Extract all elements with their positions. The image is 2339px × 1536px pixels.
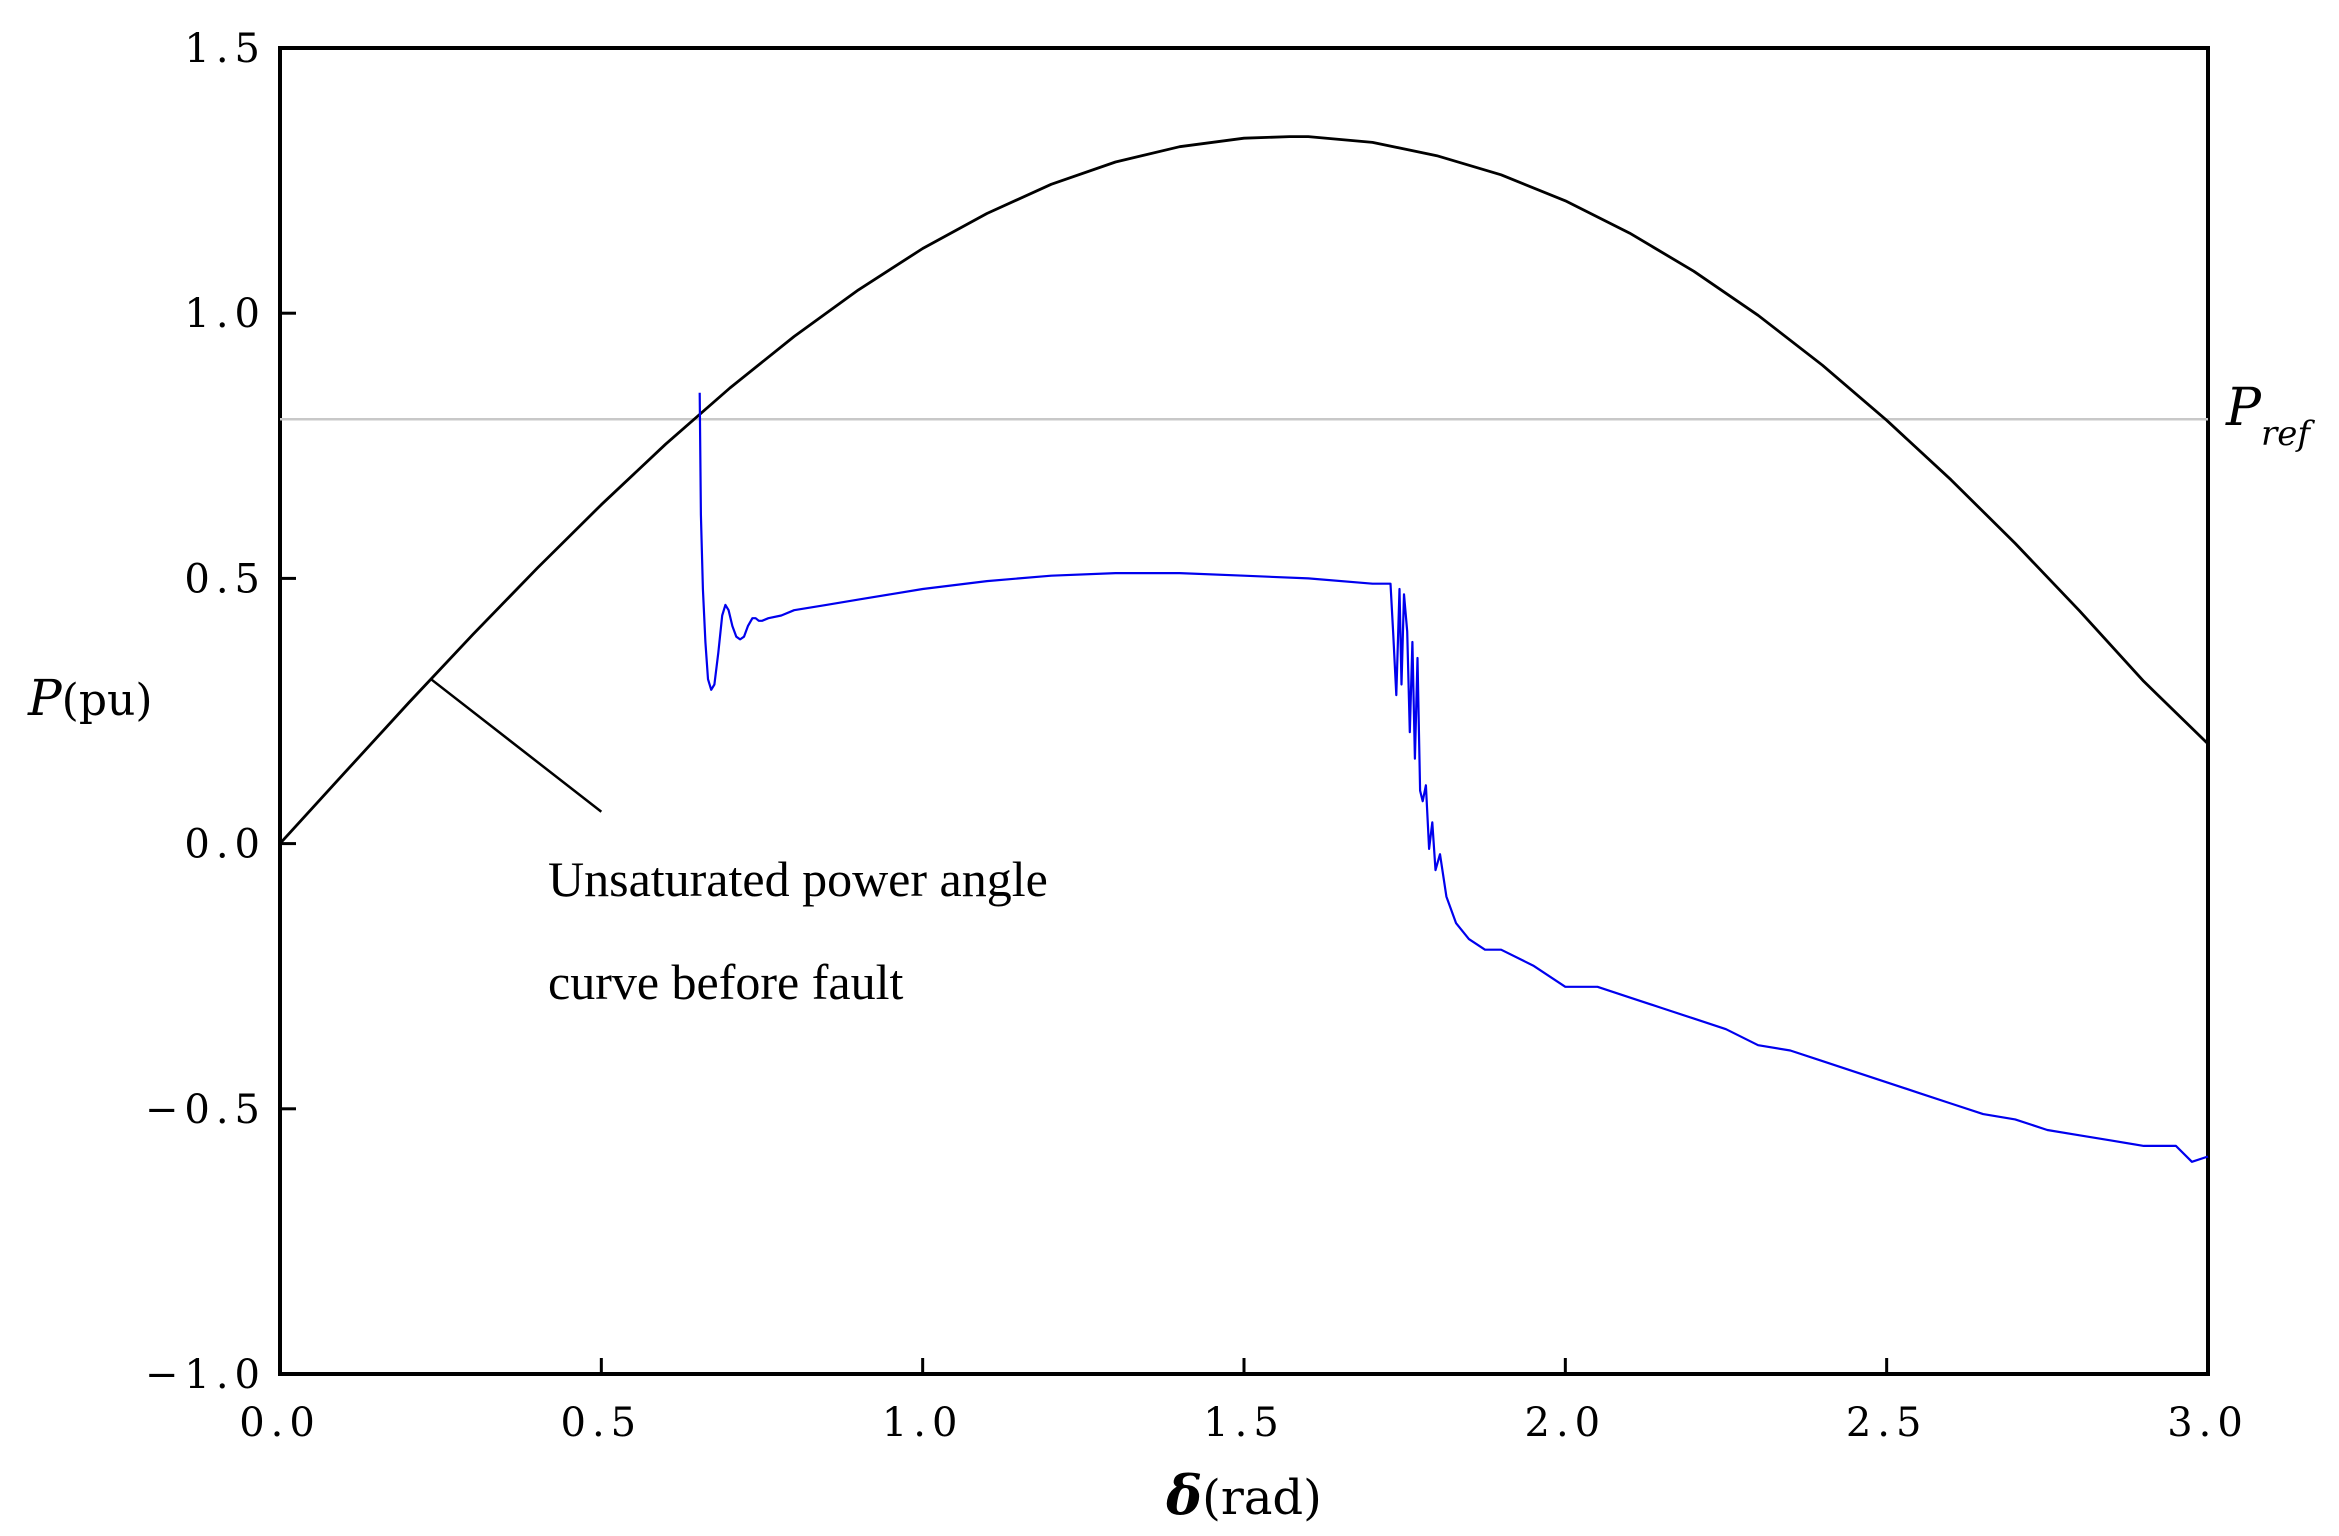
pref-label-sub: ref	[2261, 414, 2315, 454]
pref-label-main: P	[2225, 378, 2262, 438]
y-axis-label: P(pu)	[27, 669, 153, 727]
x-tick-label: 1.0	[882, 1400, 964, 1446]
y-tick-label: 0.0	[184, 822, 266, 868]
y-axis-symbol: P	[27, 669, 63, 727]
x-axis-unit: (rad)	[1202, 1470, 1322, 1526]
y-tick-label: −1.0	[145, 1352, 266, 1398]
x-axis-symbol: δ	[1165, 1463, 1202, 1527]
x-tick-label: 1.5	[1203, 1400, 1285, 1446]
y-tick-label: 1.0	[184, 291, 266, 337]
annotation-line-2: curve before fault	[548, 954, 903, 1010]
y-tick-label: 0.5	[184, 556, 266, 602]
x-tick-label: 3.0	[2167, 1400, 2249, 1446]
x-axis-label: δ(rad)	[1165, 1463, 1322, 1527]
series-line-0	[278, 135, 2209, 845]
x-tick-label: 2.5	[1846, 1400, 1928, 1446]
annotation-pointer	[430, 678, 603, 813]
y-axis-unit: (pu)	[62, 675, 153, 726]
x-tick-label: 0.5	[561, 1400, 643, 1446]
x-tick-label: 0.0	[239, 1400, 321, 1446]
x-tick-label: 2.0	[1525, 1400, 1607, 1446]
y-tick-label: 1.5	[184, 26, 266, 72]
plot-frame	[278, 46, 2210, 1376]
series-line-1	[698, 392, 2209, 1163]
pref-label: Pref	[2225, 378, 2315, 454]
y-tick-label: −0.5	[145, 1087, 266, 1133]
annotation-line-1: Unsaturated power angle	[548, 851, 1048, 907]
